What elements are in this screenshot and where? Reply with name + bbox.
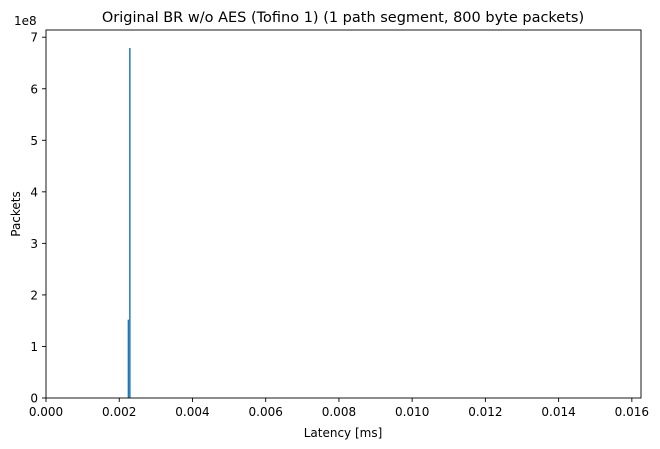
histogram-bar-1: [129, 48, 131, 398]
x-tick-label: 0.006: [249, 405, 283, 419]
y-axis-label: Packets: [9, 191, 23, 237]
y-tick-label: 2: [30, 288, 38, 302]
y-tick-label: 5: [30, 134, 38, 148]
x-tick-label: 0.010: [395, 405, 429, 419]
y-tick-label: 1: [30, 340, 38, 354]
x-tick-label: 0.016: [615, 405, 649, 419]
x-axis-label: Latency [ms]: [304, 426, 383, 440]
y-axis-ticks: 0 1 2 3 4 5 6 7: [30, 31, 46, 406]
y-tick-label: 7: [30, 31, 38, 45]
x-tick-label: 0.004: [175, 405, 209, 419]
x-tick-label: 0.012: [468, 405, 502, 419]
y-tick-label: 3: [30, 237, 38, 251]
x-axis-ticks: 0.000 0.002 0.004 0.006 0.008 0.010 0.012 0.014…: [29, 398, 649, 419]
y-tick-label: 0: [30, 392, 38, 406]
y-axis-offset-label: 1e8: [14, 14, 37, 28]
y-tick-label: 4: [30, 185, 38, 199]
x-tick-label: 0.008: [322, 405, 356, 419]
y-tick-label: 6: [30, 82, 38, 96]
chart-title: Original BR w/o AES (Tofino 1) (1 path s…: [102, 10, 584, 26]
histogram-bars: [127, 48, 131, 398]
plot-frame: [45, 29, 642, 399]
x-tick-label: 0.000: [29, 405, 63, 419]
x-tick-label: 0.002: [102, 405, 136, 419]
histogram-bar-0: [127, 319, 130, 398]
x-tick-label: 0.014: [541, 405, 575, 419]
